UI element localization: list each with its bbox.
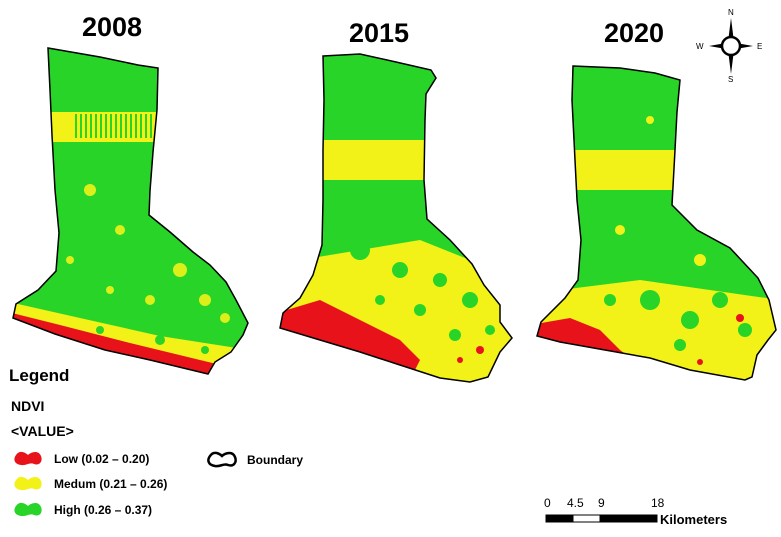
medium-swatch-icon	[14, 476, 42, 491]
compass-east-label: E	[757, 42, 763, 51]
map-2008-area	[13, 48, 248, 374]
legend-label-boundary: Boundary	[247, 453, 304, 467]
scale-tick-18: 18	[651, 496, 665, 510]
scale-tick-4-5: 4.5	[567, 496, 584, 510]
low-swatch-icon	[14, 451, 42, 466]
scale-bar	[545, 514, 658, 523]
scale-tick-0: 0	[544, 496, 551, 510]
legend-title: Legend	[9, 366, 70, 385]
boundary-swatch-icon	[207, 451, 237, 468]
legend-item-boundary: Boundary	[205, 449, 303, 471]
compass-rose-icon	[709, 18, 753, 74]
legend-item-low: Low (0.02 – 0.20)	[12, 449, 149, 469]
high-swatch-icon	[14, 502, 42, 517]
map-2020-area	[537, 66, 776, 380]
map-title-2020: 2020	[604, 18, 665, 48]
scale-unit-label: Kilometers	[660, 512, 728, 527]
legend-label-medium: Medum (0.21 – 0.26)	[54, 477, 168, 491]
map-2015-area	[280, 54, 512, 382]
legend-item-medium: Medum (0.21 – 0.26)	[12, 474, 167, 494]
compass-north-label: N	[728, 8, 734, 17]
legend-value-label: <VALUE>	[11, 423, 74, 439]
compass-west-label: W	[696, 42, 704, 51]
map-title-2008: 2008	[82, 12, 143, 42]
legend-item-high: High (0.26 – 0.37)	[12, 500, 152, 520]
compass-south-label: S	[728, 75, 734, 84]
legend-variable: NDVI	[11, 398, 45, 414]
legend-label-high: High (0.26 – 0.37)	[54, 503, 153, 517]
legend-label-low: Low (0.02 – 0.20)	[54, 452, 150, 466]
map-title-2015: 2015	[349, 18, 410, 48]
scale-tick-9: 9	[598, 496, 605, 510]
